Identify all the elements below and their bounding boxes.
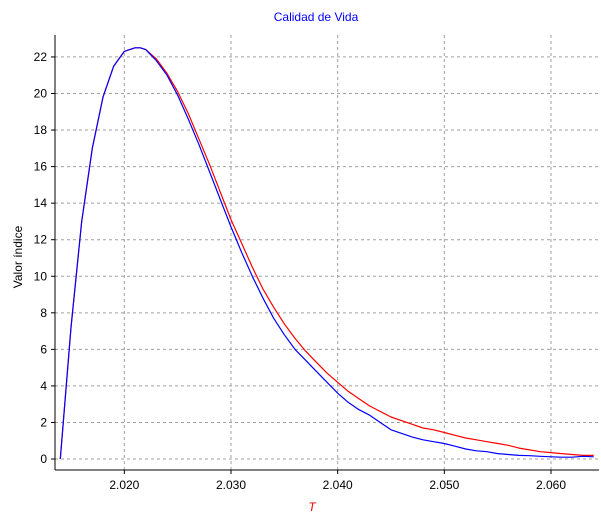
y-tick-label: 20	[34, 86, 48, 100]
x-tick-label: 2.040	[323, 478, 353, 492]
y-axis-label: Valor índice	[11, 225, 25, 288]
series-line-2	[59, 47, 594, 460]
y-tick-label: 4	[40, 379, 47, 393]
x-tick-label: 2.060	[536, 478, 566, 492]
y-tick-label: 8	[40, 306, 47, 320]
x-tick-label: 2.020	[109, 478, 139, 492]
series-layer	[59, 47, 594, 460]
y-tick-label: 12	[34, 233, 48, 247]
y-tick-label: 6	[40, 342, 47, 356]
y-tick-label: 18	[34, 123, 48, 137]
y-tick-label: 10	[34, 269, 48, 283]
chart-title: Calidad de Vida	[274, 10, 359, 24]
y-tick-label: 16	[34, 160, 48, 174]
y-tick-label: 22	[34, 50, 48, 64]
x-axis-label: T	[308, 500, 317, 514]
y-tick-label: 14	[34, 196, 48, 210]
x-tick-label: 2.030	[216, 478, 246, 492]
y-tick-label: 0	[40, 452, 47, 466]
y-tick-label: 2	[40, 415, 47, 429]
series-line-1	[59, 47, 594, 460]
x-tick-label: 2.050	[429, 478, 459, 492]
axis-layer: 0 2 4 6 8 10 12 14 16 18 20 22 2.020 2.030 2.040 2.050 2…	[34, 35, 599, 492]
grid-layer	[55, 35, 599, 470]
